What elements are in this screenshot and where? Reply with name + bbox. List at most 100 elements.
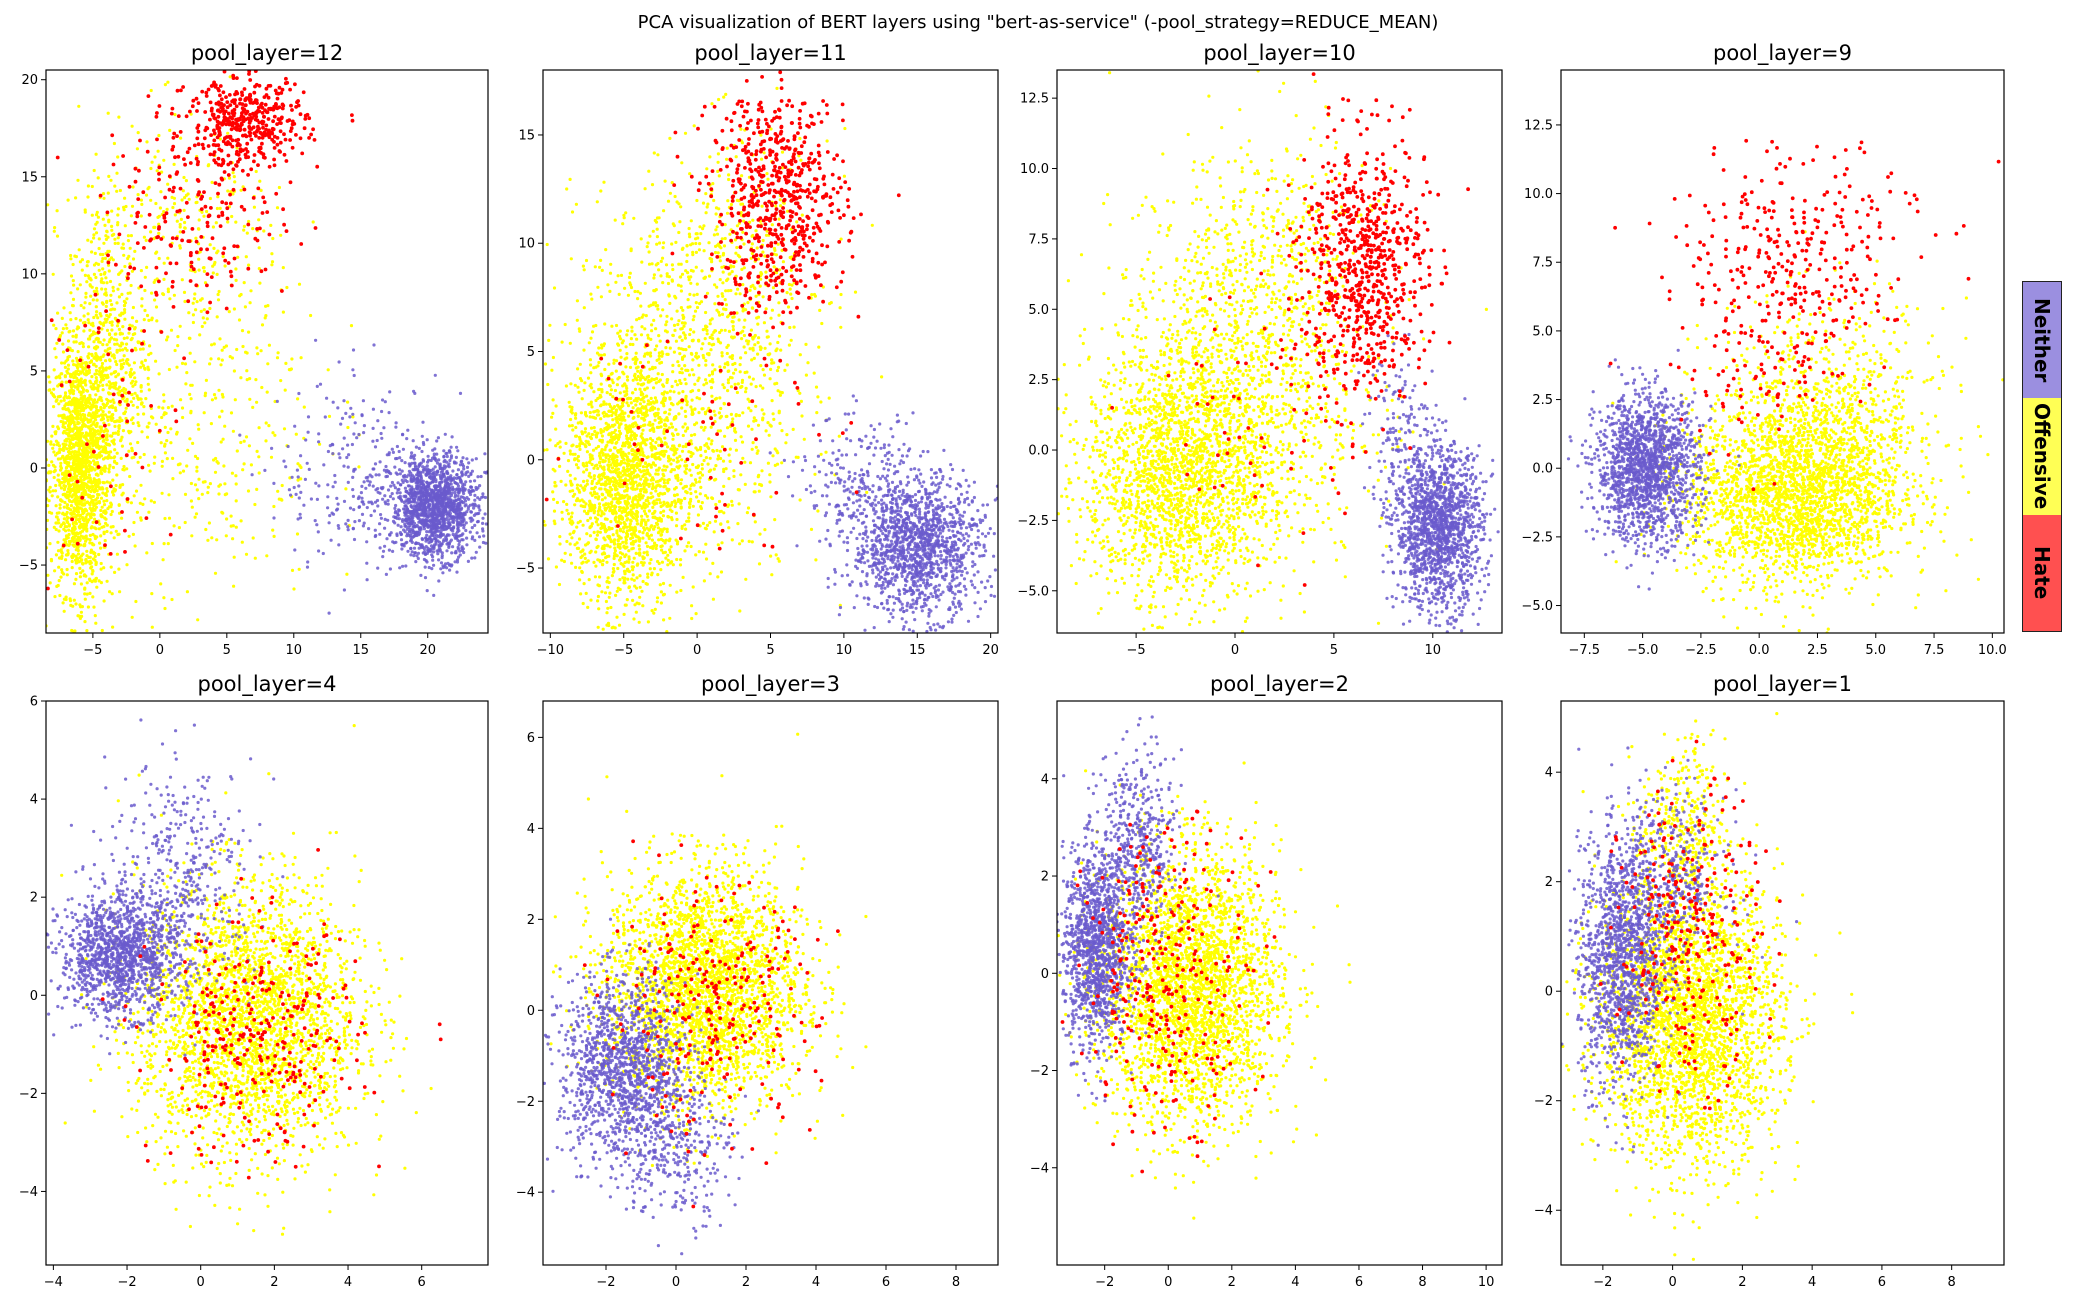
point-neither bbox=[454, 550, 457, 553]
point-neither bbox=[434, 374, 437, 377]
point-offensive bbox=[282, 266, 285, 269]
point-hate bbox=[249, 119, 253, 123]
point-hate bbox=[302, 90, 306, 94]
point-neither bbox=[476, 486, 479, 489]
point-offensive bbox=[76, 369, 79, 372]
point-neither bbox=[425, 469, 428, 472]
point-neither bbox=[460, 470, 463, 473]
point-offensive bbox=[277, 351, 280, 354]
point-offensive bbox=[101, 362, 104, 365]
point-neither bbox=[347, 466, 350, 469]
point-offensive bbox=[272, 505, 275, 508]
point-neither bbox=[447, 488, 450, 491]
point-offensive bbox=[71, 566, 74, 569]
point-offensive bbox=[84, 292, 87, 295]
point-offensive bbox=[216, 315, 219, 318]
point-offensive bbox=[150, 499, 153, 502]
point-neither bbox=[403, 474, 406, 477]
point-neither bbox=[475, 551, 478, 554]
point-hate bbox=[303, 117, 307, 121]
point-offensive bbox=[270, 263, 273, 266]
point-offensive bbox=[116, 351, 119, 354]
point-offensive bbox=[100, 426, 103, 429]
point-offensive bbox=[70, 504, 73, 507]
point-offensive bbox=[235, 279, 238, 282]
point-hate bbox=[238, 102, 242, 106]
point-neither bbox=[412, 475, 415, 478]
point-offensive bbox=[95, 310, 98, 313]
point-offensive bbox=[102, 353, 105, 356]
point-offensive bbox=[118, 295, 121, 298]
point-hate bbox=[231, 145, 235, 149]
point-offensive bbox=[48, 388, 51, 391]
point-neither bbox=[389, 495, 392, 498]
point-offensive bbox=[75, 531, 78, 534]
point-offensive bbox=[140, 304, 143, 307]
point-offensive bbox=[94, 503, 97, 506]
point-offensive bbox=[182, 176, 185, 179]
point-offensive bbox=[108, 464, 111, 467]
point-neither bbox=[422, 509, 425, 512]
point-neither bbox=[444, 452, 447, 455]
point-offensive bbox=[165, 439, 168, 442]
point-offensive bbox=[73, 425, 76, 428]
point-neither bbox=[383, 527, 386, 530]
point-offensive bbox=[61, 343, 64, 346]
point-neither bbox=[406, 501, 409, 504]
point-offensive bbox=[255, 401, 258, 404]
point-offensive bbox=[207, 486, 210, 489]
point-neither bbox=[343, 500, 346, 503]
point-neither bbox=[409, 456, 412, 459]
point-offensive bbox=[137, 461, 140, 464]
point-neither bbox=[368, 484, 371, 487]
point-offensive bbox=[100, 515, 103, 518]
point-offensive bbox=[188, 393, 191, 396]
point-hate bbox=[268, 165, 272, 169]
point-neither bbox=[456, 527, 459, 530]
point-offensive bbox=[253, 503, 256, 506]
point-neither bbox=[436, 514, 439, 517]
point-neither bbox=[394, 426, 397, 429]
point-offensive bbox=[70, 513, 73, 516]
point-offensive bbox=[177, 463, 180, 466]
point-offensive bbox=[258, 471, 261, 474]
point-offensive bbox=[146, 187, 149, 190]
point-offensive bbox=[79, 365, 82, 368]
point-offensive bbox=[156, 169, 159, 172]
point-hate bbox=[228, 93, 232, 97]
point-offensive bbox=[217, 293, 220, 296]
point-offensive bbox=[86, 264, 89, 267]
point-offensive bbox=[194, 308, 197, 311]
point-offensive bbox=[350, 324, 353, 327]
point-offensive bbox=[94, 555, 97, 558]
point-offensive bbox=[84, 379, 87, 382]
point-offensive bbox=[154, 202, 157, 205]
point-offensive bbox=[130, 418, 133, 421]
point-offensive bbox=[145, 194, 148, 197]
point-offensive bbox=[121, 312, 124, 315]
point-neither bbox=[361, 500, 364, 503]
point-offensive bbox=[123, 318, 126, 321]
point-neither bbox=[432, 509, 435, 512]
point-neither bbox=[406, 507, 409, 510]
point-offensive bbox=[228, 310, 231, 313]
point-neither bbox=[441, 534, 444, 537]
point-offensive bbox=[146, 366, 149, 369]
point-neither bbox=[400, 538, 403, 541]
point-hate bbox=[274, 89, 278, 93]
point-neither bbox=[453, 491, 456, 494]
point-neither bbox=[363, 480, 366, 483]
point-offensive bbox=[245, 369, 248, 372]
point-offensive bbox=[55, 440, 58, 443]
point-offensive bbox=[129, 375, 132, 378]
point-neither bbox=[401, 565, 404, 568]
point-neither bbox=[461, 532, 464, 535]
point-offensive bbox=[244, 351, 247, 354]
point-offensive bbox=[195, 470, 198, 473]
point-offensive bbox=[87, 312, 90, 315]
point-neither bbox=[426, 461, 429, 464]
point-neither bbox=[406, 550, 409, 553]
point-offensive bbox=[119, 189, 122, 192]
point-neither bbox=[327, 450, 330, 453]
point-offensive bbox=[185, 179, 188, 182]
